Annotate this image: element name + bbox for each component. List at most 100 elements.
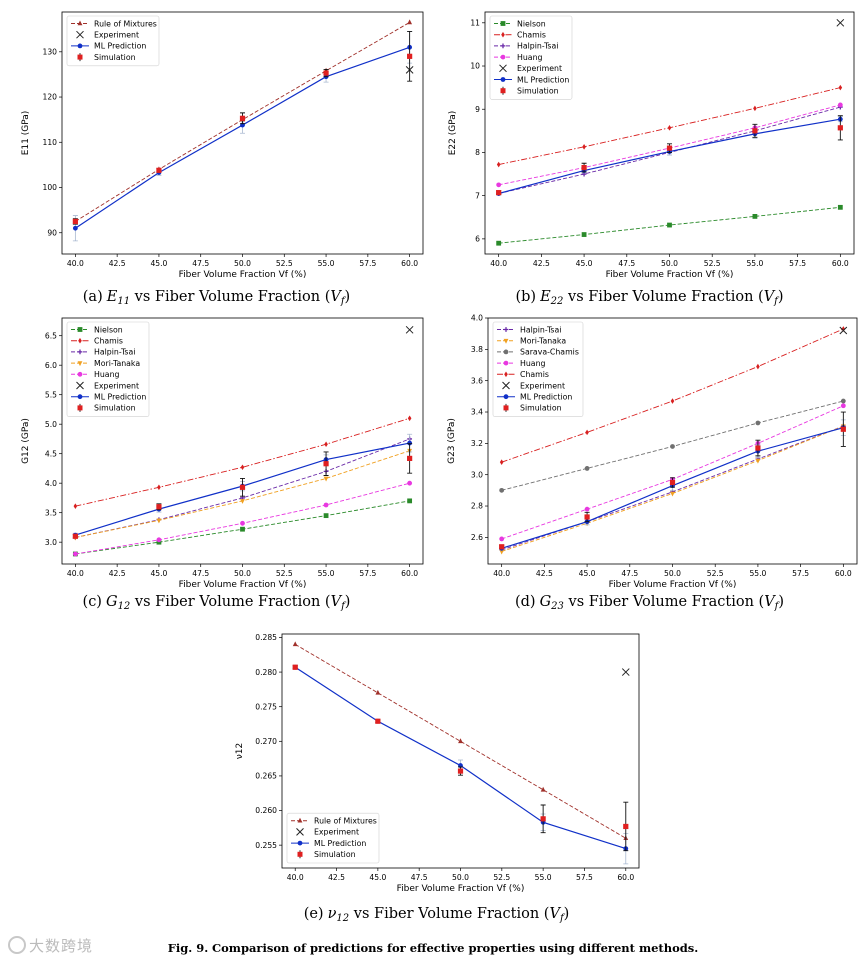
x-tick-label: 40.0 <box>287 873 304 882</box>
chamis-point <box>240 464 245 471</box>
experiment-point <box>839 326 848 335</box>
legend-label-ml-prediction: ML Prediction <box>517 75 569 84</box>
legend-marker-experiment <box>499 64 507 73</box>
rule-of-mixtures-point <box>540 786 546 792</box>
chart-nu12: 40.0 42.5 45.0 47.5 50.0 52.5 55.0 57.5 60.0 0.25… <box>235 633 640 894</box>
legend-label-experiment: Experiment <box>314 828 359 837</box>
legend-marker-nielson <box>77 327 83 332</box>
simulation-point <box>323 70 329 76</box>
y-tick-label: 100 <box>43 183 58 192</box>
x-axis-label: Fiber Volume Fraction Vf (%) <box>606 270 734 280</box>
legend-label-experiment: Experiment <box>517 64 562 73</box>
rule-of-mixtures-point <box>407 19 413 25</box>
x-tick-label: 42.5 <box>109 259 126 268</box>
x-tick-label: 45.0 <box>369 873 386 882</box>
y-tick-label: 4.5 <box>45 449 57 458</box>
y-tick-label: 2.6 <box>471 533 483 542</box>
y-tick-label: 3.0 <box>471 470 483 479</box>
x-tick-label: 55.0 <box>749 569 766 578</box>
legend-marker-sarava-chamis <box>503 349 509 355</box>
x-tick-label: 60.0 <box>401 569 418 578</box>
simulation-point <box>239 115 246 121</box>
experiment-point <box>621 668 630 676</box>
series-simulation <box>72 31 413 225</box>
figure-caption-label: Fig. 9. <box>167 941 209 955</box>
x-tick-label: 60.0 <box>617 873 634 882</box>
legend-label-simulation: Simulation <box>94 404 136 413</box>
mori-tanaka-point <box>499 549 505 555</box>
x-tick-label: 55.0 <box>318 259 335 268</box>
huang-point <box>499 536 505 542</box>
legend-marker-huang <box>77 371 83 377</box>
x-tick-label: 47.5 <box>621 569 638 578</box>
y-tick-label: 0.260 <box>255 806 277 815</box>
x-tick-label: 60.0 <box>401 259 418 268</box>
legend-label-halpin-tsai: Halpin-Tsai <box>520 325 561 334</box>
legend-box <box>286 812 380 864</box>
y-tick-label: 5.5 <box>45 390 57 399</box>
chamis-point <box>841 326 846 332</box>
legend-label-simulation: Simulation <box>517 87 559 96</box>
y-tick-label: 11 <box>470 19 480 28</box>
nielson-point <box>667 222 672 228</box>
legend-label-chamis: Chamis <box>517 31 546 40</box>
legend-marker-ml-prediction <box>500 77 506 82</box>
legend-label-chamis: Chamis <box>94 337 123 346</box>
chamis-point <box>324 441 328 448</box>
x-tick-label: 40.0 <box>67 569 84 578</box>
x-tick-label: 40.0 <box>67 259 84 268</box>
x-tick-label: 47.5 <box>618 259 635 268</box>
caption-b: (b) E22 vs Fiber Volume Fraction (Vf) <box>515 289 784 307</box>
y-axis-label: G23 (GPa) <box>447 418 457 464</box>
legend-marker-huang <box>500 54 506 60</box>
huang-point <box>837 102 843 108</box>
x-tick-label: 42.5 <box>328 873 345 882</box>
figure-caption-text: Comparison of predictions for effective … <box>211 941 699 955</box>
x-axis-label: Fiber Volume Fraction Vf (%) <box>179 580 307 590</box>
x-tick-label: 50.0 <box>452 873 469 882</box>
legend-label-mori-tanaka: Mori-Tanaka <box>520 337 566 346</box>
x-tick-label: 60.0 <box>835 569 852 578</box>
legend-label-simulation: Simulation <box>520 404 562 413</box>
legend-label-sarava-chamis: Sarava-Chamis <box>520 348 579 357</box>
mori-tanaka-point <box>670 491 675 497</box>
legend-marker-chamis <box>504 371 508 378</box>
chamis-point <box>753 105 757 112</box>
legend-marker-ml-prediction <box>503 394 509 400</box>
y-tick-label: 6.5 <box>45 331 57 340</box>
series-simulation <box>292 664 629 852</box>
x-tick-label: 52.5 <box>276 569 293 578</box>
y-tick-label: 4.0 <box>471 314 483 323</box>
legend-marker-nielson <box>500 21 506 26</box>
huang-point <box>72 551 78 557</box>
simulation-point <box>666 145 673 151</box>
simulation-point <box>156 167 162 173</box>
legend-label-huang: Huang <box>517 53 543 62</box>
mori-tanaka-point <box>323 476 329 482</box>
caption-c: (c) G12 vs Fiber Volume Fraction (Vf) <box>82 594 351 612</box>
y-tick-label: 6 <box>475 235 480 244</box>
y-tick-label: 4.0 <box>45 479 57 488</box>
legend-marker-rule-of-mixtures <box>77 20 83 26</box>
x-tick-label: 42.5 <box>536 569 553 578</box>
nielson-point <box>837 204 843 210</box>
huang-point <box>240 520 245 526</box>
y-tick-label: 8 <box>475 148 480 157</box>
x-tick-label: 47.5 <box>192 259 209 268</box>
legend-marker-experiment <box>76 30 84 39</box>
simulation-point <box>375 718 381 724</box>
simulation-point <box>496 190 502 196</box>
series-sarava-chamis <box>499 398 846 493</box>
chamis-point <box>838 84 843 91</box>
legend-label-ml-prediction: ML Prediction <box>314 839 366 848</box>
legend-label-ml-prediction: ML Prediction <box>520 393 572 402</box>
series-experiment <box>621 668 630 676</box>
nielson-point <box>496 240 502 246</box>
y-tick-label: 10 <box>470 62 480 71</box>
x-tick-label: 52.5 <box>493 873 510 882</box>
legend-label-nielson: Nielson <box>94 325 123 334</box>
legend-marker-halpin-tsai <box>77 349 83 355</box>
caption-e: (e) ν12 vs Fiber Volume Fraction (Vf) <box>303 906 570 924</box>
legend-marker-simulation <box>77 54 83 60</box>
legend-marker-experiment <box>502 381 510 390</box>
